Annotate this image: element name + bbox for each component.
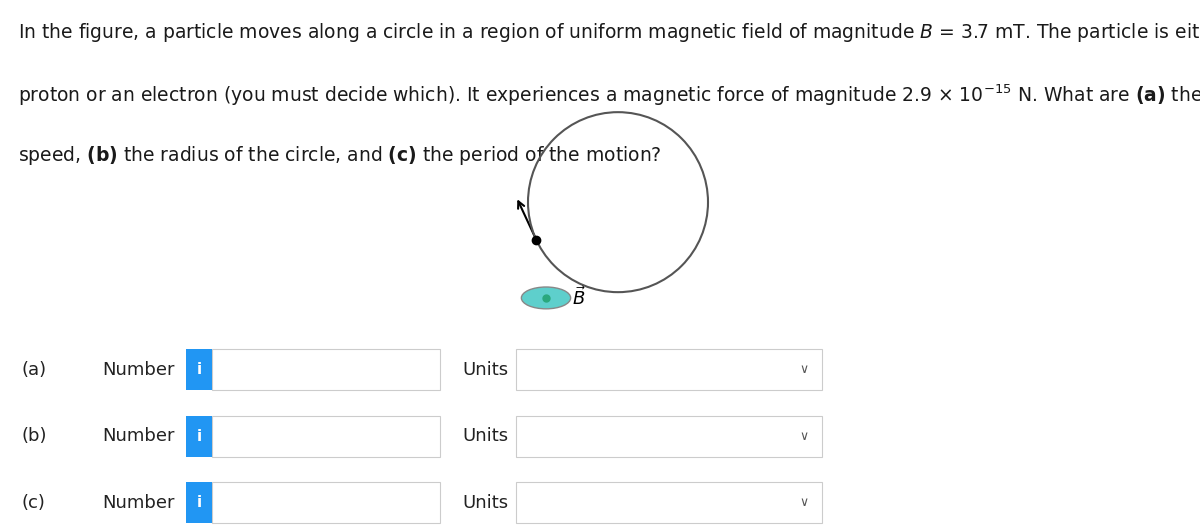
Bar [186,483,212,523]
Text: (a): (a) [22,361,47,379]
Text: ∨: ∨ [799,496,809,509]
Text: $\vec{B}$: $\vec{B}$ [572,287,587,309]
Text: speed, $\mathbf{(b)}$ the radius of the circle, and $\mathbf{(c)}$ the period of: speed, $\mathbf{(b)}$ the radius of the … [18,144,661,167]
FancyBboxPatch shape [516,483,822,523]
FancyBboxPatch shape [516,416,822,456]
FancyBboxPatch shape [212,483,440,523]
Text: ∨: ∨ [799,430,809,443]
Text: Number: Number [102,361,174,379]
Bar [186,350,212,390]
Text: In the figure, a particle moves along a circle in a region of uniform magnetic f: In the figure, a particle moves along a … [18,21,1200,44]
Text: ∨: ∨ [799,363,809,376]
Text: Number: Number [102,494,174,512]
Text: proton or an electron (you must decide which). It experiences a magnetic force o: proton or an electron (you must decide w… [18,82,1200,108]
Text: Units: Units [462,361,508,379]
Text: (b): (b) [22,427,47,445]
Text: (c): (c) [22,494,46,512]
FancyBboxPatch shape [212,416,440,456]
Text: i: i [197,362,202,377]
FancyBboxPatch shape [516,350,822,390]
Bar [186,416,212,456]
Text: Number: Number [102,427,174,445]
Text: Units: Units [462,494,508,512]
Text: Units: Units [462,427,508,445]
Circle shape [521,287,571,309]
Text: i: i [197,429,202,444]
Text: i: i [197,495,202,510]
FancyBboxPatch shape [212,350,440,390]
